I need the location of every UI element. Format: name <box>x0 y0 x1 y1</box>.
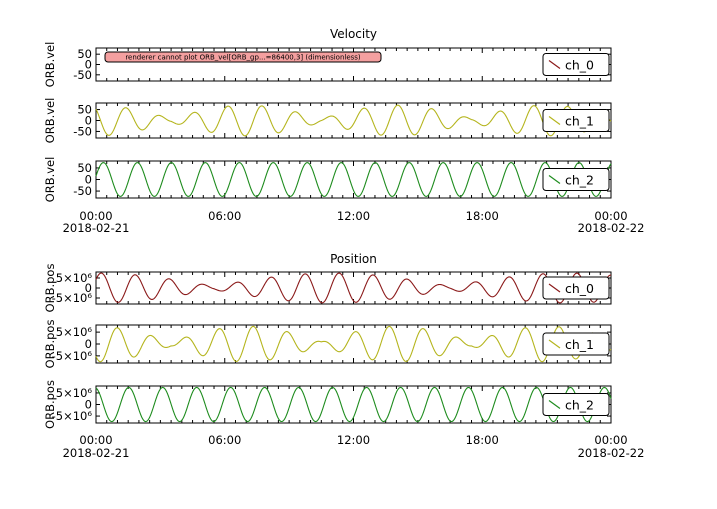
legend-box <box>542 53 610 76</box>
x-tick-label: 00:00 <box>594 433 627 447</box>
y-tick-label: 5×10⁶ <box>56 271 93 285</box>
legend-label-ch_0: ch_0 <box>565 58 594 73</box>
legend-swatch-ch_2 <box>548 175 561 184</box>
y-axis-label: ORB.vel <box>43 157 57 203</box>
y-tick-label: 50 <box>77 161 92 175</box>
y-tick-label: -5×10⁶ <box>52 349 93 363</box>
legend-box <box>542 168 610 191</box>
legend-swatch-ch_2 <box>548 400 561 409</box>
x-tick-label: 18:00 <box>466 433 499 447</box>
x-tick-date-label: 2018-02-22 <box>578 221 645 235</box>
x-tick-label: 00:00 <box>594 209 627 223</box>
legend-box <box>542 332 610 356</box>
x-tick-date-label: 2018-02-22 <box>578 446 645 460</box>
x-tick-label: 18:00 <box>466 209 499 223</box>
legend-swatch-ch_0 <box>548 283 561 293</box>
x-tick-date-label: 2018-02-21 <box>63 446 130 460</box>
y-tick-label: -50 <box>73 124 92 138</box>
y-tick-label: 0 <box>85 173 92 187</box>
y-axis-label: ORB.vel <box>43 98 57 144</box>
y-tick-label: 50 <box>77 47 92 61</box>
legend-swatch-ch_1 <box>548 339 561 349</box>
x-tick-label: 06:00 <box>208 209 241 223</box>
chart-title: Position <box>330 252 377 266</box>
x-tick-label: 12:00 <box>337 209 370 223</box>
y-axis-label: ORB.pos <box>43 320 57 369</box>
plot-frame <box>95 160 612 199</box>
legend-swatch-ch_0 <box>548 60 561 69</box>
panel-ch_0: 500-50 ORB.vel renderer cannot plot ORB_ve… <box>43 42 612 88</box>
series-line-ch_1 <box>95 325 612 363</box>
x-tick-label: 00:00 <box>79 433 112 447</box>
x-tick-label: 12:00 <box>337 433 370 447</box>
legend-label-ch_1: ch_1 <box>565 337 594 352</box>
y-axis-label: ORB.pos <box>43 264 57 313</box>
series-line-ch_1 <box>95 104 612 137</box>
y-tick-label: 0 <box>85 398 92 412</box>
y-tick-label: 0 <box>85 281 92 295</box>
error-badge <box>104 51 382 63</box>
error-message: renderer cannot plot ORB_vel[ORB_gp...=8… <box>125 54 361 62</box>
series-line-ch_2 <box>95 162 612 197</box>
legend-label-ch_2: ch_2 <box>565 398 594 413</box>
y-tick-label: 5×10⁶ <box>56 386 93 400</box>
plot-frame <box>95 102 612 139</box>
chart-title: Velocity <box>330 27 377 41</box>
y-tick-label: 5×10⁶ <box>56 325 93 339</box>
y-tick-label: 50 <box>77 103 92 117</box>
y-tick-label: -50 <box>73 184 92 198</box>
legend-box <box>542 393 610 416</box>
y-tick-label: 0 <box>85 58 92 72</box>
panel-ch_1: 500-50 ORB.vel ch_1 <box>43 98 612 144</box>
legend-swatch-ch_1 <box>548 116 561 125</box>
legend-label-ch_1: ch_1 <box>565 114 594 129</box>
x-tick-date-label: 2018-02-21 <box>63 221 130 235</box>
panel-ch_2: 500-50 ORB.vel ch_2 <box>43 157 612 203</box>
series-line-ch_0 <box>95 272 612 304</box>
legend-box <box>542 109 610 132</box>
y-tick-label: -5×10⁶ <box>52 409 93 423</box>
x-tick-label: 00:00 <box>79 209 112 223</box>
y-tick-label: 0 <box>85 114 92 128</box>
y-axis-label: ORB.pos <box>43 380 57 429</box>
legend-label-ch_0: ch_0 <box>565 281 594 296</box>
series-line-ch_2 <box>95 386 612 423</box>
x-tick-label: 06:00 <box>208 433 241 447</box>
y-tick-label: -50 <box>73 68 92 82</box>
legend-box <box>542 276 610 300</box>
y-tick-label: 0 <box>85 337 92 351</box>
y-tick-label: -5×10⁶ <box>52 291 93 305</box>
y-axis-label: ORB.vel <box>43 42 57 88</box>
legend-label-ch_2: ch_2 <box>565 173 594 188</box>
